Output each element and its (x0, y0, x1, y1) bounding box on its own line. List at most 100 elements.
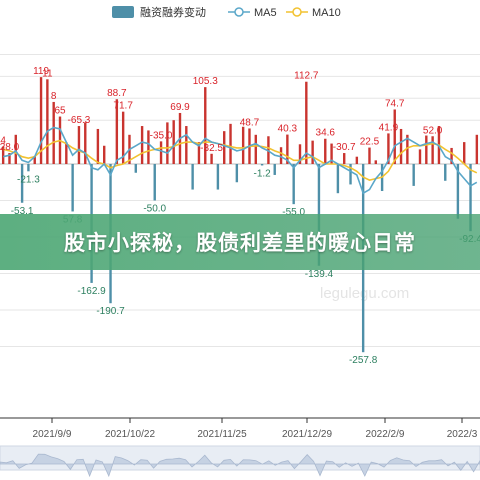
bar (153, 164, 156, 201)
data-label: 4 (0, 135, 6, 146)
bar (46, 79, 49, 164)
x-tick-label: 2021/12/29 (282, 429, 332, 440)
data-label: 105.3 (193, 76, 218, 87)
data-label: -190.7 (96, 306, 125, 317)
bar (406, 134, 409, 164)
bar (393, 109, 396, 164)
bar (311, 140, 314, 164)
data-label: -139.4 (305, 269, 334, 280)
bar (260, 164, 264, 166)
data-label: 28.0 (0, 142, 20, 153)
ma10-line (3, 139, 478, 181)
bar (305, 81, 308, 164)
bar (412, 164, 415, 186)
data-label: 71.7 (113, 101, 133, 112)
bar (469, 164, 472, 232)
banner-title: 股市小探秘，股债利差里的暖心日常 (64, 231, 416, 255)
bar (204, 87, 207, 164)
bar (65, 142, 68, 164)
bar (456, 164, 460, 219)
legend[interactable]: 融资融券变动 MA5 MA10 (112, 5, 341, 19)
bar (475, 134, 479, 164)
bar (387, 133, 390, 164)
bar (336, 164, 340, 194)
data-label: -257.8 (349, 355, 378, 366)
data-label: -50.0 (143, 204, 166, 215)
data-label: 8 (51, 91, 57, 102)
bar (166, 122, 169, 164)
title-banner: 股市小探秘，股债利差里的暖心日常 (0, 214, 480, 270)
x-axis: 2021/9/9 2021/10/22 2021/11/25 2021/12/29 20… (0, 417, 480, 440)
bar (52, 101, 55, 164)
bar (216, 164, 220, 190)
bar (355, 156, 359, 164)
data-label: 48.7 (240, 117, 260, 128)
bar (330, 143, 333, 164)
data-label: -1.2 (253, 168, 271, 179)
bar (298, 144, 302, 164)
data-label: 22.5 (360, 137, 380, 148)
bar (77, 126, 81, 164)
x-tick-label: 2022/2/9 (366, 429, 405, 440)
bar (185, 126, 188, 164)
bar (229, 123, 232, 164)
bar (292, 164, 295, 205)
data-label: -30.7 (333, 142, 356, 153)
bar (399, 128, 403, 164)
x-tick-label: 2021/11/25 (197, 429, 247, 440)
bar (20, 164, 24, 203)
bar (349, 164, 352, 185)
data-label: -162.9 (77, 286, 106, 297)
data-label: 112.7 (294, 71, 319, 82)
bar (273, 164, 276, 175)
bar (425, 135, 428, 164)
bar (147, 130, 150, 164)
bar (374, 160, 377, 164)
data-label: 65 (54, 106, 66, 117)
bar (140, 126, 144, 164)
bar (115, 99, 119, 164)
bar (324, 138, 327, 164)
bar (235, 164, 239, 183)
legend-label-change: 融资融券变动 (140, 5, 206, 19)
legend-ma5-circle-icon (234, 7, 244, 17)
x-tick-label: 2022/3 (447, 429, 478, 440)
bar (84, 122, 87, 164)
bar (431, 136, 434, 164)
data-label: 88.7 (107, 88, 127, 99)
ma-lines (3, 126, 478, 195)
bar (121, 111, 125, 164)
zoom-slider[interactable] (0, 445, 480, 478)
bar (134, 164, 137, 173)
data-label: 52.0 (423, 125, 443, 136)
data-label: 69.9 (170, 102, 190, 113)
bar (159, 141, 163, 164)
legend-label-ma5: MA5 (254, 7, 277, 19)
data-label: 41.9 (379, 122, 399, 133)
bar (33, 155, 36, 164)
bar (39, 77, 43, 164)
data-label: 74.7 (385, 98, 405, 109)
data-label: 11 (42, 68, 53, 79)
legend-ma10-circle-icon (292, 7, 302, 17)
bar (463, 142, 466, 164)
bar (254, 134, 257, 164)
ma5-line (3, 126, 478, 195)
bar (241, 126, 245, 164)
bar (1, 146, 5, 164)
data-label: -55.0 (282, 207, 305, 218)
data-label: 40.3 (278, 124, 298, 135)
data-label: 119 (33, 66, 49, 77)
bar (27, 164, 30, 172)
bar (343, 153, 346, 164)
bar (103, 145, 106, 164)
data-label: -32.5 (200, 143, 223, 154)
bar (444, 164, 447, 181)
bar (8, 153, 11, 164)
zoom-slider-track[interactable] (0, 445, 480, 471)
bar (71, 164, 74, 212)
bar (223, 131, 226, 164)
data-label: -21.3 (17, 174, 40, 185)
data-label: -35.0 (150, 130, 173, 141)
